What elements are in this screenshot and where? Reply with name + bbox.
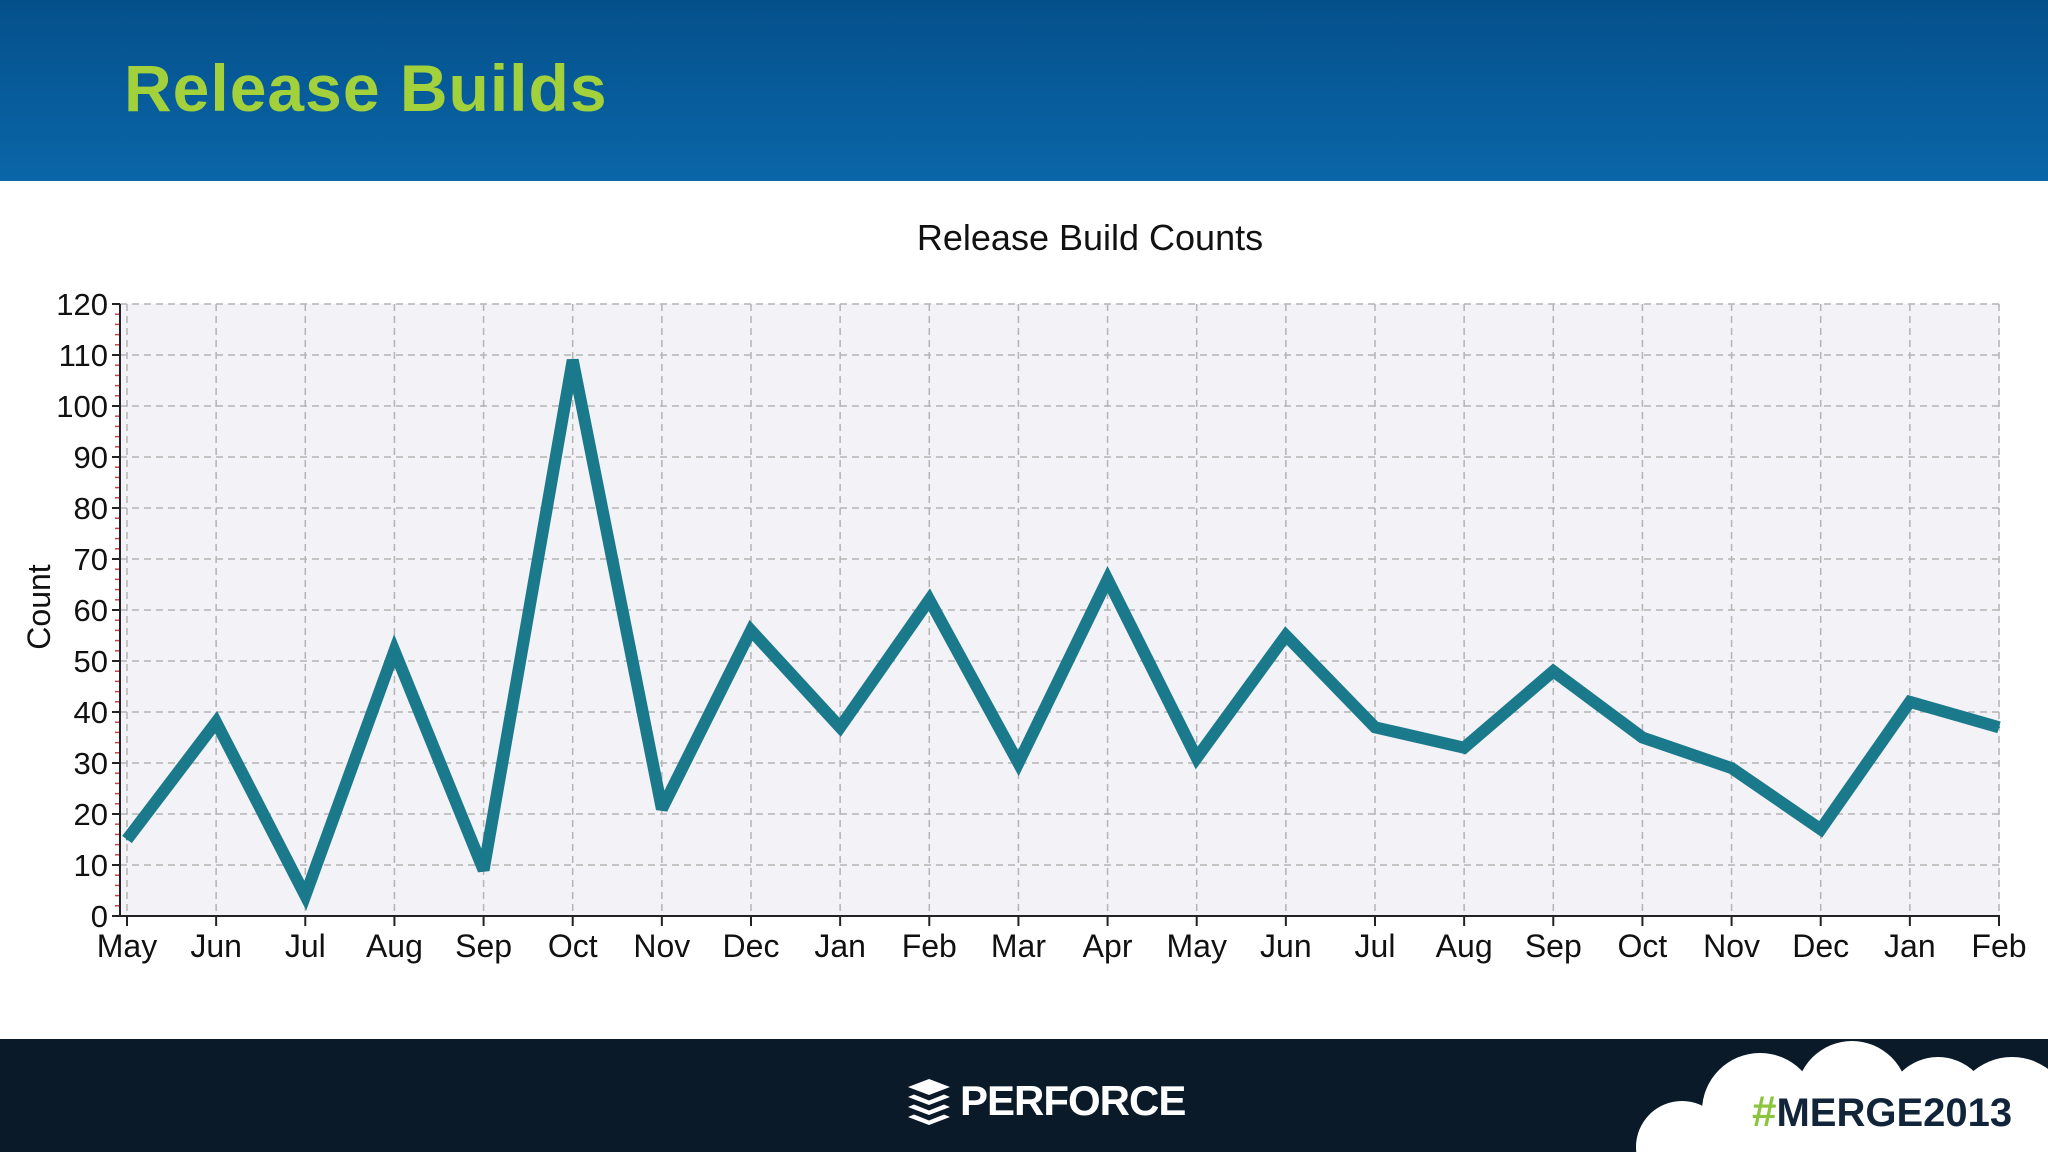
y-tick-label: 110 — [59, 338, 108, 373]
data-point — [1195, 756, 1198, 759]
x-tick-label: Jul — [285, 928, 326, 964]
x-tick-label: Oct — [1618, 928, 1668, 964]
data-point — [1374, 726, 1376, 729]
x-tick-label: Sep — [455, 928, 512, 964]
chart-title: Release Build Counts — [917, 217, 1263, 258]
x-tick-label: Nov — [1703, 928, 1760, 964]
data-point — [1106, 578, 1109, 581]
data-point — [1284, 634, 1287, 637]
data-point — [839, 726, 842, 729]
x-tick-label: Jun — [1260, 928, 1312, 964]
x-tick-label: Jul — [1355, 928, 1396, 964]
x-tick-label: May — [1166, 928, 1226, 964]
data-point — [1998, 726, 2000, 729]
data-point — [215, 721, 218, 724]
data-point — [1017, 762, 1020, 764]
series-line — [122, 358, 2001, 911]
data-point — [1730, 767, 1733, 770]
y-tick-label: 120 — [56, 287, 108, 322]
y-tick-label: 40 — [74, 695, 108, 730]
line-chart: Release Build Counts Count 0 10 20 30 40 50 60… — [21, 217, 2027, 964]
x-tick-label: Jun — [190, 928, 242, 964]
x-tick-label: Nov — [633, 928, 690, 964]
y-tick-label: 100 — [56, 389, 108, 424]
data-point — [1463, 746, 1466, 749]
hash-symbol: # — [1752, 1087, 1777, 1136]
header-bar: Release Builds — [0, 0, 2048, 181]
x-tick-label: Oct — [548, 928, 598, 964]
brand-name: PERFORCE — [960, 1077, 1186, 1124]
data-point — [660, 807, 663, 810]
footer-bar: PERFORCE #MERGE2013 — [0, 1039, 2048, 1152]
x-tick-label: Dec — [1792, 928, 1849, 964]
x-tick-label: Feb — [1971, 928, 2026, 964]
slide-title: Release Builds — [124, 51, 608, 125]
y-axis-label: Count — [21, 564, 57, 650]
data-point — [482, 869, 485, 872]
data-point — [393, 649, 396, 652]
y-tick-label: 70 — [74, 542, 108, 577]
data-point — [750, 629, 752, 632]
x-tick-label: Dec — [723, 928, 780, 964]
y-tick-label: 0 — [91, 899, 108, 934]
data-point — [571, 359, 574, 362]
event-name: MERGE2013 — [1776, 1091, 2013, 1135]
x-tick-label: Aug — [1436, 928, 1493, 964]
data-point — [126, 838, 128, 841]
y-tick-label: 20 — [74, 797, 108, 832]
data-point — [928, 598, 931, 601]
x-tick-label: Jan — [814, 928, 866, 964]
stacked-layers-icon — [908, 1079, 950, 1125]
data-point — [1552, 670, 1555, 673]
y-tick-label: 60 — [74, 593, 108, 628]
data-point — [1819, 828, 1822, 831]
y-tick-label: 10 — [74, 848, 108, 883]
y-tick-label: 80 — [74, 491, 108, 526]
x-tick-label: May — [97, 928, 157, 964]
x-tick-label: Jan — [1884, 928, 1936, 964]
perforce-logo: PERFORCE — [904, 1075, 1186, 1127]
data-point — [304, 894, 307, 897]
x-tick-label: Sep — [1525, 928, 1582, 964]
x-tick-label: Aug — [366, 928, 423, 964]
event-hashtag: #MERGE2013 — [1752, 1087, 2012, 1137]
cloud-shape — [1636, 1041, 2048, 1152]
y-tick-label: 50 — [74, 644, 108, 679]
y-tick-label: 30 — [74, 746, 108, 781]
data-point — [1908, 700, 1911, 703]
y-tick-label: 90 — [74, 440, 108, 475]
data-point — [1641, 736, 1644, 739]
x-tick-label: Mar — [991, 928, 1046, 964]
x-tick-label: Feb — [902, 928, 957, 964]
x-tick-label: Apr — [1083, 928, 1133, 964]
